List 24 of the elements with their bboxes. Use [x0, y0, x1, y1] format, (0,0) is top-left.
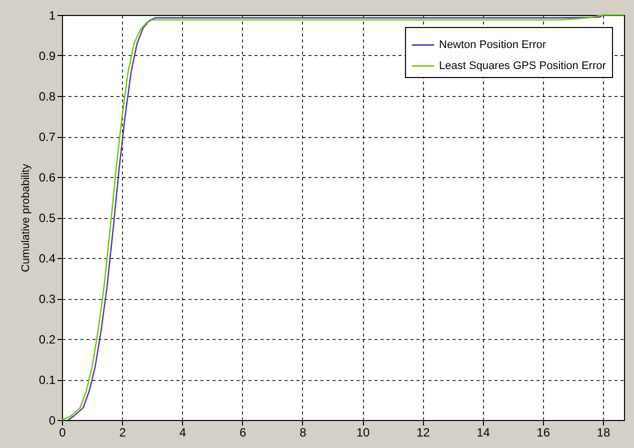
- x-tick-label: 14: [476, 426, 490, 440]
- legend-label: Newton Position Error: [439, 39, 546, 51]
- y-tick-label: 1: [48, 8, 56, 22]
- x-tick-label: 8: [300, 426, 307, 440]
- y-axis-title: Cumulative probability: [20, 163, 32, 272]
- y-tick-label: 0.1: [38, 373, 56, 387]
- legend-label: Least Squares GPS Position Error: [439, 60, 606, 72]
- y-tick-label: 0.4: [38, 252, 56, 266]
- x-tick-label: 12: [416, 426, 430, 440]
- x-tick-label: 16: [536, 426, 550, 440]
- x-tick-label: 4: [179, 426, 186, 440]
- y-tick-label: 0.6: [38, 170, 56, 184]
- x-tick-label: 2: [119, 426, 126, 440]
- y-tick-label: 0.3: [38, 292, 56, 306]
- x-tick-label: 6: [239, 426, 246, 440]
- y-tick-label: 0.9: [38, 49, 56, 63]
- y-tick-label: 0.8: [38, 90, 56, 104]
- y-tick-label: 0: [48, 414, 56, 428]
- x-tick-label: 0: [59, 426, 66, 440]
- y-tick-label: 0.2: [38, 332, 56, 346]
- x-tick-label: 10: [356, 426, 370, 440]
- x-tick-label: 18: [596, 426, 610, 440]
- y-tick-label: 0.7: [38, 130, 56, 144]
- y-tick-label: 0.5: [38, 211, 56, 225]
